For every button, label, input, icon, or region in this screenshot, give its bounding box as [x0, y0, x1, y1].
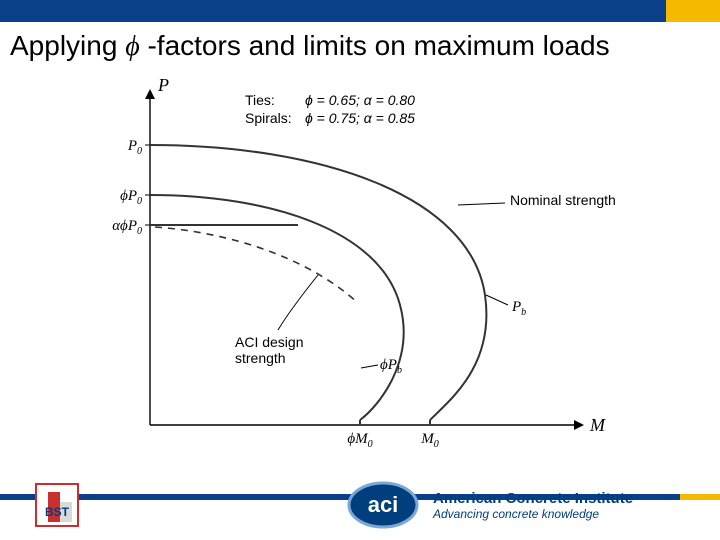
legend-ties-spirals: Ties: ϕ = 0.65; α = 0.80 Spirals: ϕ = 0.… — [245, 92, 415, 126]
ties-eq: ϕ = 0.65; α = 0.80 — [305, 92, 415, 108]
title-part2: -factors and limits on maximum loads — [140, 30, 610, 61]
ties-label: Ties: — [245, 92, 275, 108]
axes — [145, 89, 584, 430]
header-bar — [0, 0, 720, 22]
y-axis-label: P — [157, 75, 169, 95]
label-Pb: Pb — [486, 295, 526, 318]
spirals-eq: ϕ = 0.75; α = 0.85 — [305, 110, 415, 126]
svg-text:Pb: Pb — [511, 299, 526, 318]
title-phi: ϕ — [125, 31, 140, 62]
ytick-P0: P0 — [127, 138, 142, 157]
ytick-phiP0: ϕP0 — [120, 188, 142, 207]
y-ticks: P0 ϕP0 αϕP0 — [112, 138, 150, 237]
curve-nominal — [150, 145, 486, 420]
svg-text:ACI design: ACI design — [235, 334, 303, 350]
ibst-logo: BST — [30, 478, 100, 538]
slide-title: Applying ϕ -factors and limits on maximu… — [10, 28, 610, 64]
callout-aci: ACI design strength — [235, 275, 318, 366]
svg-text:Nominal strength: Nominal strength — [510, 192, 616, 208]
xtick-phiM0: ϕM0 — [347, 431, 372, 450]
xtick-M0: M0 — [420, 431, 439, 450]
chart-svg: M P P0 ϕP0 αϕP0 Ties: ϕ = 0.65; α = 0.80… — [80, 105, 640, 475]
title-part1: Applying — [10, 30, 125, 61]
aci-text-block: American Concrete Institute Advancing co… — [433, 490, 633, 521]
interaction-diagram: M P P0 ϕP0 αϕP0 Ties: ϕ = 0.65; α = 0.80… — [80, 105, 640, 475]
curve-design — [150, 195, 404, 420]
svg-text:strength: strength — [235, 350, 286, 366]
x-axis-label: M — [589, 415, 606, 435]
svg-text:BST: BST — [45, 505, 70, 519]
header-accent — [666, 0, 720, 22]
aci-tagline: Advancing concrete knowledge — [433, 507, 633, 521]
footer-accent — [680, 494, 720, 500]
ytick-alphaPhiP0: αϕP0 — [112, 218, 142, 237]
x-ticks: ϕM0 M0 — [347, 431, 438, 450]
aci-name: American Concrete Institute — [433, 490, 633, 507]
callout-nominal: Nominal strength — [458, 192, 616, 208]
spirals-label: Spirals: — [245, 110, 292, 126]
aci-logo: aci American Concrete Institute Advancin… — [345, 475, 633, 535]
svg-text:ϕPb: ϕPb — [380, 357, 402, 376]
curve-design-dashed — [155, 227, 358, 303]
aci-short: aci — [368, 492, 399, 517]
